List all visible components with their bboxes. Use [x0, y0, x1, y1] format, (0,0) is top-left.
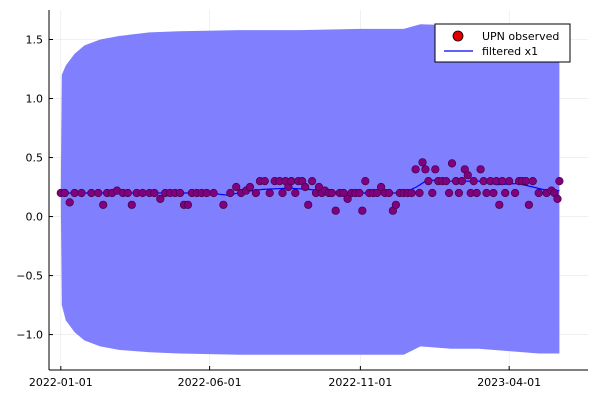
scatter-point-upn-observed-4	[77, 188, 86, 198]
scatter-point-upn-observed-85	[431, 165, 440, 174]
scatter-point-upn-observed-95	[463, 171, 472, 180]
scatter-point-upn-observed-57	[327, 188, 336, 198]
scatter-point-upn-observed-17	[150, 188, 159, 198]
scatter-point-upn-observed-65	[358, 206, 367, 215]
scatter-point-upn-observed-74	[391, 200, 401, 209]
scatter-point-upn-observed-88	[442, 177, 451, 186]
scatter-point-upn-observed-12	[123, 188, 132, 198]
scatter-point-upn-observed-100	[479, 177, 488, 186]
scatter-point-upn-observed-29	[209, 188, 218, 198]
scatter-point-upn-observed-78	[407, 188, 416, 198]
scatter-point-upn-observed-32	[232, 182, 241, 192]
scatter-point-upn-observed-114	[528, 177, 537, 186]
scatter-point-upn-observed-106	[498, 177, 507, 186]
scatter-point-upn-observed-93	[457, 177, 467, 186]
scatter-point-upn-observed-39	[265, 188, 274, 198]
scatter-point-upn-observed-50	[304, 200, 313, 209]
scatter-point-upn-observed-66	[361, 177, 370, 186]
scatter-point-upn-observed-6	[94, 188, 103, 198]
scatter-point-upn-observed-89	[445, 188, 454, 198]
scatter-point-upn-observed-84	[428, 188, 437, 198]
scatter-point-upn-observed-108	[505, 177, 514, 186]
legend-box	[434, 23, 571, 63]
scatter-point-upn-observed-107	[501, 188, 510, 198]
scatter-point-upn-observed-38	[260, 177, 269, 186]
scatter-point-upn-observed-83	[424, 177, 433, 186]
x-tick-label-2: 2022-11-01	[328, 376, 392, 389]
legend-label-upn-observed: UPN observed	[482, 30, 559, 43]
y-tick-label-4: 1.0	[26, 93, 44, 106]
y-tick-label-2: 0.0	[26, 211, 44, 224]
scatter-point-upn-observed-70	[377, 182, 386, 192]
y-tick-label-1: −0.5	[16, 270, 43, 283]
scatter-point-upn-observed-3	[70, 188, 79, 198]
scatter-point-upn-observed-24	[183, 200, 192, 209]
x-tick-label-1: 2022-06-01	[178, 376, 242, 389]
scatter-point-upn-observed-80	[415, 188, 424, 198]
scatter-point-upn-observed-51	[308, 177, 317, 186]
legend-marker-upn-observed	[452, 30, 464, 42]
scatter-point-upn-observed-46	[291, 188, 300, 198]
scatter-point-upn-observed-109	[510, 188, 520, 198]
scatter-point-upn-observed-5	[87, 188, 96, 198]
scatter-point-upn-observed-72	[384, 188, 394, 198]
scatter-point-upn-observed-49	[301, 182, 310, 192]
scatter-point-upn-observed-98	[472, 188, 481, 198]
scatter-point-upn-observed-120	[555, 177, 564, 186]
scatter-point-upn-observed-99	[476, 165, 485, 174]
scatter-point-upn-observed-61	[343, 194, 352, 203]
scatter-point-upn-observed-35	[245, 182, 255, 192]
y-tick-label-5: 1.5	[26, 34, 44, 47]
scatter-point-upn-observed-97	[469, 177, 478, 186]
scatter-point-upn-observed-22	[176, 188, 185, 198]
y-tick-label-3: 0.5	[26, 152, 44, 165]
scatter-point-upn-observed-115	[534, 188, 543, 198]
scatter-point-upn-observed-28	[202, 188, 211, 198]
axes: −1.0 −0.5 0.0 0.5 1.0 1.5 2022-01-01 2022-06-01…	[16, 10, 588, 389]
scatter-point-upn-observed-64	[355, 188, 364, 198]
scatter-point-upn-observed-82	[421, 165, 430, 174]
scatter-point-upn-observed-81	[418, 158, 427, 167]
scatter-point-upn-observed-1	[60, 188, 69, 198]
plot-area	[49, 10, 588, 370]
scatter-point-upn-observed-30	[219, 200, 228, 209]
scatter-point-upn-observed-45	[287, 177, 296, 186]
scatter-point-upn-observed-103	[489, 188, 498, 198]
x-tick-label-3: 2023-04-01	[477, 376, 541, 389]
scatter-point-upn-observed-105	[495, 200, 504, 209]
scatter-point-upn-observed-101	[482, 188, 491, 198]
scatter-point-upn-observed-42	[278, 188, 287, 198]
scatter-point-upn-observed-79	[411, 165, 420, 174]
scatter-point-upn-observed-58	[331, 206, 340, 215]
scatter-point-upn-observed-7	[99, 200, 108, 209]
scatter-point-upn-observed-90	[447, 159, 457, 168]
scatter-point-upn-observed-92	[454, 188, 464, 198]
x-tick-label-0: 2022-01-01	[29, 376, 93, 389]
scatter-point-upn-observed-18	[156, 194, 165, 203]
legend: UPN observed filtered x1	[434, 23, 571, 63]
scatter-point-upn-observed-119	[553, 194, 562, 203]
scatter-point-upn-observed-2	[65, 198, 74, 207]
scatter-point-upn-observed-13	[127, 200, 136, 209]
scatter-point-upn-observed-36	[251, 188, 260, 198]
y-tick-label-0: −1.0	[16, 329, 43, 342]
legend-label-filtered-x1: filtered x1	[482, 45, 538, 58]
scatter-point-upn-observed-113	[524, 200, 534, 209]
scatter-point-upn-observed-15	[138, 188, 147, 198]
scatter-point-upn-observed-112	[521, 177, 531, 186]
scatter-point-upn-observed-31	[226, 188, 235, 198]
